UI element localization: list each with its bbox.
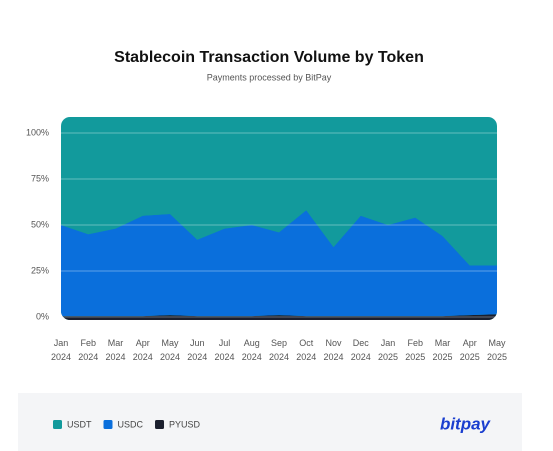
y-tick-label: 25% <box>31 265 49 275</box>
chart-subtitle: Payments processed by BitPay <box>207 72 332 82</box>
legend-swatch <box>53 420 62 429</box>
x-tick-label: Jan 2024 <box>50 338 72 362</box>
x-tick-label: May 2025 <box>486 338 508 362</box>
x-tick-label: Mar 2025 <box>432 338 453 362</box>
area <box>61 210 497 317</box>
y-tick-label: 50% <box>31 219 49 229</box>
y-tick-label: 75% <box>31 173 49 183</box>
legend-label: PYUSD <box>169 419 201 429</box>
x-tick-label: Nov 2024 <box>323 338 344 362</box>
x-tick-label: Sep 2024 <box>268 338 290 362</box>
area <box>61 133 497 266</box>
x-tick-label: May 2024 <box>159 338 181 362</box>
y-tick-label: 100% <box>26 127 49 137</box>
legend-swatch <box>155 420 165 429</box>
plot-area <box>61 117 497 320</box>
x-tick-label: Oct 2024 <box>296 338 317 362</box>
legend-panel <box>18 393 522 451</box>
x-tick-label: Feb 2025 <box>405 338 426 362</box>
axes: 0% 25% 50% 75% 100% USDT USDC PYUSD <box>26 127 497 429</box>
x-tick-label: Jul 2024 <box>214 338 235 362</box>
logo: bitpay <box>440 414 492 433</box>
x-tick-label: Jun 2024 <box>187 338 208 362</box>
x-tick-label: Feb 2024 <box>78 338 99 362</box>
legend-label: USDC <box>118 419 144 429</box>
x-tick-label: Apr 2024 <box>132 338 153 362</box>
area <box>61 314 497 320</box>
legend-label: USDT <box>67 419 92 429</box>
chart-title: Stablecoin Transaction Volume by Token <box>114 49 424 66</box>
legend-swatch <box>103 420 113 429</box>
x-tick-label: Dec 2024 <box>350 338 371 362</box>
x-tick-label: Apr 2025 <box>459 338 480 362</box>
x-tick-label: Jan 2025 <box>377 338 399 362</box>
x-tick-label: Aug 2024 <box>241 338 262 362</box>
x-tick-label: Mar 2024 <box>105 338 126 362</box>
y-tick-label: 0% <box>36 311 49 321</box>
